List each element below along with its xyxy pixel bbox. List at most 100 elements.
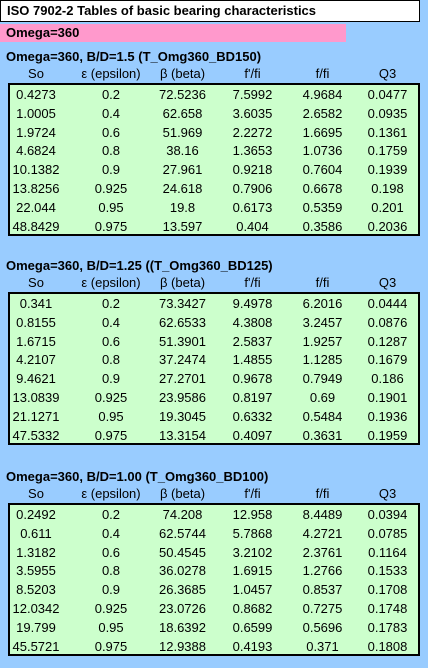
column-header: f/fi	[315, 66, 330, 81]
table-cell: 0.2	[101, 296, 121, 311]
table-cell: 0.2492	[16, 507, 56, 522]
table-cell: 26.3685	[159, 582, 206, 598]
table-cell: 27.961	[162, 162, 203, 178]
column-header: f'/fi	[244, 275, 261, 290]
table-cell: 0.95	[98, 408, 124, 424]
table-cell: 0.1748	[367, 601, 408, 616]
table-cell: 4.2721	[302, 525, 343, 541]
sheet-subtitle: Omega=360	[0, 24, 346, 42]
sheet-title: ISO 7902-2 Tables of basic bearing chara…	[0, 0, 420, 22]
table-cell: 0.95	[98, 199, 124, 215]
column-header: f'/fi	[244, 66, 261, 81]
table-cell: 74.208	[162, 507, 203, 522]
table-cell: 19.8	[169, 199, 196, 215]
table-cell: 19.799	[16, 619, 56, 635]
table-cell: 1.9724	[16, 124, 56, 140]
table-cell: 13.3154	[159, 427, 206, 443]
table-cell: 0.9	[101, 582, 121, 598]
table-cell: 0.975	[94, 218, 128, 234]
table-cell: 1.2766	[302, 563, 343, 579]
table-cell: 4.9684	[302, 87, 343, 102]
table-cell: 73.3427	[159, 296, 206, 311]
table-cell: 13.0839	[12, 390, 60, 405]
data-table: 0.2492 0.2 74.208 12.958 8.4489 0.0394 0.611 0.…	[8, 503, 420, 656]
table-cell: 4.3808	[232, 314, 273, 330]
column-header: So	[28, 275, 44, 290]
table-cell: 0.404	[236, 218, 269, 234]
table-cell: 0.975	[94, 427, 128, 443]
table-cell: 0.5359	[302, 199, 343, 215]
table-cell: 0.5484	[302, 408, 343, 424]
table-cell: 0.1679	[367, 352, 408, 368]
column-header: f/fi	[315, 275, 330, 290]
table-cell: 0.975	[94, 638, 128, 654]
table-cell: 0.1783	[367, 619, 408, 635]
table-cell: 0.8537	[302, 582, 343, 598]
table-cell: 0.9678	[232, 371, 273, 387]
section-title: Omega=360, B/D=1.25 ((T_Omg360_BD125)	[6, 258, 273, 273]
table-cell: 4.2107	[16, 352, 56, 368]
table-cell: 2.6582	[302, 105, 343, 121]
table-cell: 0.7275	[302, 601, 343, 616]
table-cell: 0.0785	[367, 525, 408, 541]
table-cell: 8.5203	[16, 582, 56, 598]
table-cell: 2.5837	[232, 333, 273, 349]
table-cell: 0.6173	[232, 199, 273, 215]
table-cell: 0.4193	[232, 638, 273, 654]
table-cell: 3.2457	[302, 314, 343, 330]
table-cell: 0.1361	[367, 124, 408, 140]
table-cell: 0.8682	[232, 601, 273, 616]
data-table: 0.4273 0.2 72.5236 7.5992 4.9684 0.0477 1.0005…	[8, 83, 420, 236]
table-cell: 0.1936	[367, 408, 408, 424]
table-cell: 0.371	[306, 638, 339, 654]
table-cell: 0.6599	[232, 619, 273, 635]
table-cell: 48.8429	[12, 218, 60, 234]
column-header: f'/fi	[244, 486, 261, 501]
table-cell: 12.0342	[12, 601, 60, 616]
table-cell: 2.2272	[232, 124, 273, 140]
table-cell: 9.4621	[16, 371, 56, 387]
table-cell: 5.7868	[232, 525, 273, 541]
data-table: 0.341 0.2 73.3427 9.4978 6.2016 0.0444 0.8155 0…	[8, 292, 420, 445]
table-cell: 0.9	[101, 371, 121, 387]
table-cell: 3.6035	[232, 105, 273, 121]
table-cell: 0.1808	[367, 638, 408, 654]
table-cell: 0.0876	[367, 314, 408, 330]
column-header: So	[28, 66, 44, 81]
table-cell: 0.1287	[367, 333, 408, 349]
table-cell: 12.9388	[159, 638, 206, 654]
table-cell: 47.5332	[12, 427, 60, 443]
table-cell: 1.0005	[16, 105, 56, 121]
table-cell: 0.4	[101, 314, 121, 330]
table-cell: 3.5955	[16, 563, 56, 579]
table-cell: 18.6392	[159, 619, 206, 635]
table-cell: 0.5696	[302, 619, 343, 635]
table-cell: 0.6	[101, 333, 121, 349]
table-cell: 0.611	[20, 525, 52, 541]
table-cell: 0.7604	[302, 162, 343, 178]
table-cell: 0.0394	[367, 507, 408, 522]
table-cell: 10.1382	[12, 162, 60, 178]
table-cell: 1.9257	[302, 333, 343, 349]
table-cell: 51.969	[162, 124, 203, 140]
table-cell: 0.6332	[232, 408, 273, 424]
column-header: Q3	[378, 275, 397, 290]
table-cell: 0.7949	[302, 371, 343, 387]
column-header: β (beta)	[159, 275, 206, 290]
table-cell: 1.3182	[16, 544, 56, 560]
column-header: ε (epsilon)	[81, 275, 141, 290]
table-cell: 0.8	[101, 143, 121, 159]
table-cell: 0.1708	[367, 582, 408, 598]
table-cell: 4.6824	[16, 143, 56, 159]
table-cell: 1.0736	[302, 143, 343, 159]
table-cell: 1.4855	[232, 352, 273, 368]
table-cell: 0.1959	[367, 427, 408, 443]
table-cell: 0.925	[94, 390, 128, 405]
table-cell: 9.4978	[232, 296, 273, 311]
table-cell: 1.3653	[232, 143, 273, 159]
table-cell: 0.3631	[302, 427, 343, 443]
table-cell: 24.618	[162, 181, 203, 196]
column-header: β (beta)	[159, 486, 206, 501]
table-cell: 0.8155	[16, 314, 56, 330]
